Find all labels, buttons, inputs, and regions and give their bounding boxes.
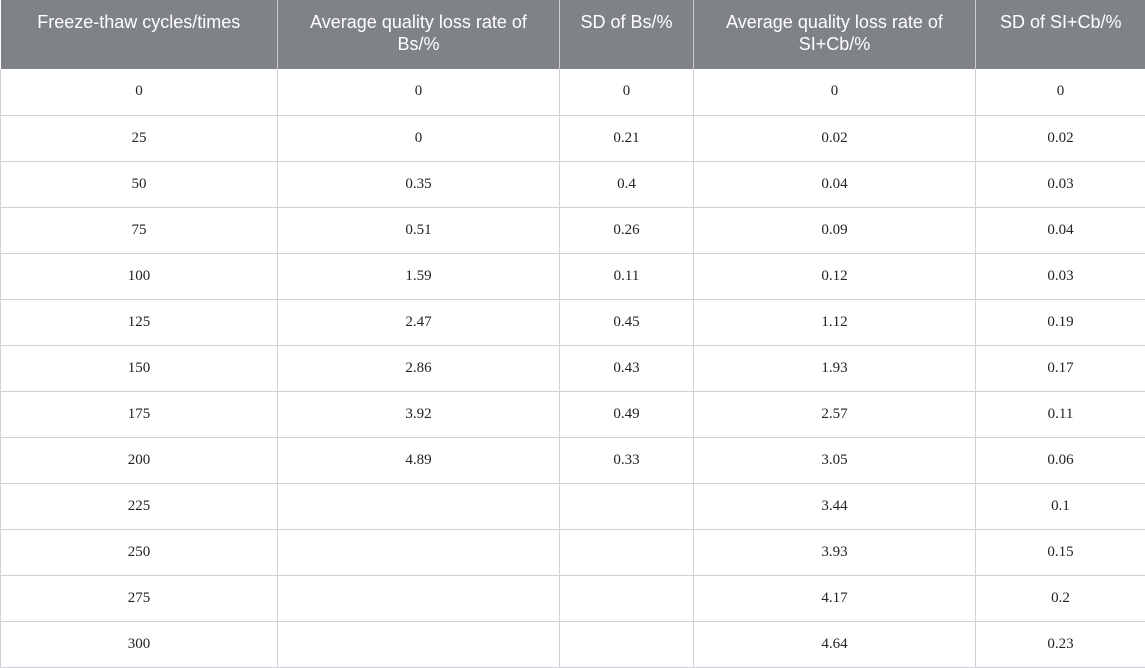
cell-cycles: 175 bbox=[1, 391, 278, 437]
cell-avg-loss-bs bbox=[278, 483, 560, 529]
cell-cycles: 50 bbox=[1, 161, 278, 207]
cell-avg-loss-si-cb: 1.12 bbox=[694, 299, 976, 345]
table-header: Freeze-thaw cycles/times Average quality… bbox=[1, 0, 1145, 69]
cell-cycles: 250 bbox=[1, 529, 278, 575]
cell-avg-loss-si-cb: 0.04 bbox=[694, 161, 976, 207]
cell-avg-loss-si-cb: 3.44 bbox=[694, 483, 976, 529]
cell-sd-bs bbox=[560, 621, 694, 667]
cell-avg-loss-si-cb: 3.93 bbox=[694, 529, 976, 575]
cell-cycles: 200 bbox=[1, 437, 278, 483]
cell-sd-si-cb: 0.03 bbox=[976, 161, 1145, 207]
cell-avg-loss-bs bbox=[278, 621, 560, 667]
cell-sd-si-cb: 0.19 bbox=[976, 299, 1145, 345]
cell-cycles: 225 bbox=[1, 483, 278, 529]
cell-avg-loss-bs: 0 bbox=[278, 69, 560, 115]
cell-avg-loss-si-cb: 4.17 bbox=[694, 575, 976, 621]
cell-sd-bs: 0.43 bbox=[560, 345, 694, 391]
cell-cycles: 75 bbox=[1, 207, 278, 253]
header-sd-bs: SD of Bs/% bbox=[560, 0, 694, 69]
cell-avg-loss-bs: 3.92 bbox=[278, 391, 560, 437]
cell-sd-si-cb: 0.1 bbox=[976, 483, 1145, 529]
cell-sd-si-cb: 0.15 bbox=[976, 529, 1145, 575]
header-avg-loss-bs: Average quality loss rate of Bs/% bbox=[278, 0, 560, 69]
cell-sd-bs bbox=[560, 575, 694, 621]
cell-sd-si-cb: 0.02 bbox=[976, 115, 1145, 161]
cell-sd-bs: 0.49 bbox=[560, 391, 694, 437]
cell-avg-loss-si-cb: 0.09 bbox=[694, 207, 976, 253]
cell-avg-loss-si-cb: 0 bbox=[694, 69, 976, 115]
cell-sd-bs: 0 bbox=[560, 69, 694, 115]
cell-avg-loss-bs: 0 bbox=[278, 115, 560, 161]
cell-avg-loss-bs bbox=[278, 575, 560, 621]
cell-sd-bs: 0.11 bbox=[560, 253, 694, 299]
cell-cycles: 100 bbox=[1, 253, 278, 299]
cell-avg-loss-bs: 2.86 bbox=[278, 345, 560, 391]
cell-sd-si-cb: 0 bbox=[976, 69, 1145, 115]
cell-avg-loss-si-cb: 4.64 bbox=[694, 621, 976, 667]
cell-avg-loss-bs: 0.35 bbox=[278, 161, 560, 207]
cell-sd-bs: 0.4 bbox=[560, 161, 694, 207]
cell-sd-bs bbox=[560, 483, 694, 529]
cell-avg-loss-bs: 4.89 bbox=[278, 437, 560, 483]
cell-sd-si-cb: 0.06 bbox=[976, 437, 1145, 483]
cell-avg-loss-si-cb: 0.12 bbox=[694, 253, 976, 299]
cell-sd-si-cb: 0.23 bbox=[976, 621, 1145, 667]
cell-avg-loss-bs: 2.47 bbox=[278, 299, 560, 345]
cell-avg-loss-bs bbox=[278, 529, 560, 575]
cell-cycles: 275 bbox=[1, 575, 278, 621]
cell-cycles: 150 bbox=[1, 345, 278, 391]
cell-cycles: 125 bbox=[1, 299, 278, 345]
cell-avg-loss-si-cb: 2.57 bbox=[694, 391, 976, 437]
cell-sd-bs: 0.26 bbox=[560, 207, 694, 253]
header-freeze-thaw-cycles: Freeze-thaw cycles/times bbox=[1, 0, 278, 69]
cell-sd-bs: 0.33 bbox=[560, 437, 694, 483]
header-avg-loss-si-cb: Average quality loss rate of SI+Cb/% bbox=[694, 0, 976, 69]
cell-cycles: 25 bbox=[1, 115, 278, 161]
cell-sd-si-cb: 0.03 bbox=[976, 253, 1145, 299]
cell-avg-loss-si-cb: 1.93 bbox=[694, 345, 976, 391]
cell-avg-loss-bs: 0.51 bbox=[278, 207, 560, 253]
cell-sd-bs: 0.45 bbox=[560, 299, 694, 345]
cell-sd-bs bbox=[560, 529, 694, 575]
cell-avg-loss-bs: 1.59 bbox=[278, 253, 560, 299]
header-sd-si-cb: SD of SI+Cb/% bbox=[976, 0, 1145, 69]
cell-cycles: 300 bbox=[1, 621, 278, 667]
cell-cycles: 0 bbox=[1, 69, 278, 115]
cell-sd-si-cb: 0.2 bbox=[976, 575, 1145, 621]
cell-sd-si-cb: 0.11 bbox=[976, 391, 1145, 437]
cell-sd-bs: 0.21 bbox=[560, 115, 694, 161]
cell-avg-loss-si-cb: 3.05 bbox=[694, 437, 976, 483]
cell-sd-si-cb: 0.17 bbox=[976, 345, 1145, 391]
header-row: Freeze-thaw cycles/times Average quality… bbox=[1, 0, 1145, 69]
cell-sd-si-cb: 0.04 bbox=[976, 207, 1145, 253]
cell-avg-loss-si-cb: 0.02 bbox=[694, 115, 976, 161]
